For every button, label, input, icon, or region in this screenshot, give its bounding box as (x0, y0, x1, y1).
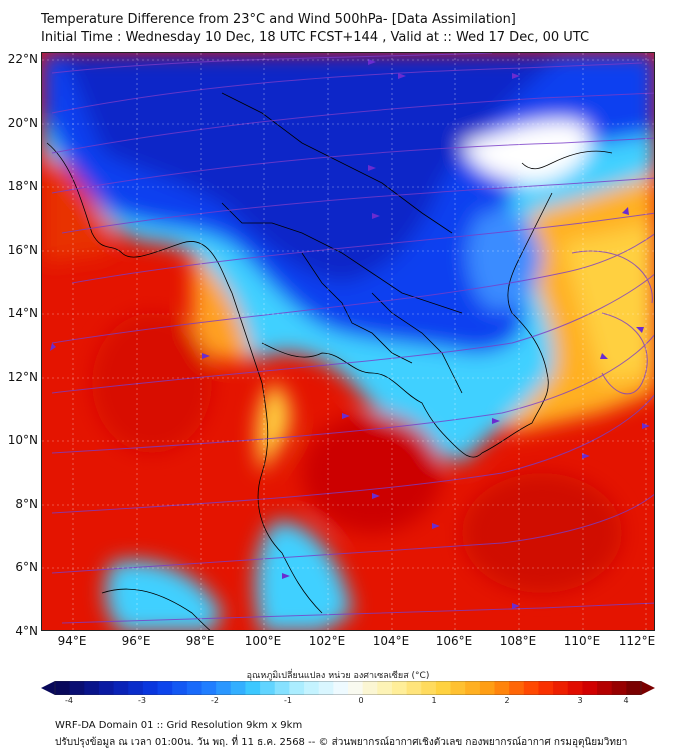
colorbar-segment (377, 681, 393, 695)
lon-label-102e: 102°E (308, 634, 346, 648)
colorbar-segment (567, 681, 583, 695)
footer-update-info: ปรับปรุงข้อมูล ณ เวลา 01:00น. วัน พฤ. ที… (55, 737, 628, 748)
colorbar-tick: 0 (358, 696, 364, 705)
colorbar-tick: -3 (138, 696, 146, 705)
colorbar-segment (597, 681, 613, 695)
colorbar-segment (348, 681, 364, 695)
colorbar-tick: 1 (431, 696, 437, 705)
colorbar-segment (553, 681, 569, 695)
colorbar-min-arrow (41, 681, 55, 695)
colorbar-segment (128, 681, 144, 695)
lat-label-10n: 10°N (7, 433, 38, 447)
colorbar-segment (435, 681, 452, 695)
colorbar-tick: -2 (211, 696, 219, 705)
colorbar-tick: 4 (623, 696, 629, 705)
footer-model-info: WRF-DA Domain 01 :: Grid Resolution 9km … (55, 720, 303, 731)
lat-label-6n: 6°N (15, 560, 38, 574)
colorbar-segment (465, 681, 481, 695)
colorbar-segment (201, 681, 217, 695)
lon-label-110e: 110°E (563, 634, 601, 648)
colorbar-label: อุณหภูมิเปลี่ยนแปลง หน่วย องศาเซลเซียส (… (246, 671, 430, 681)
lon-label-108e: 108°E (499, 634, 537, 648)
colorbar-tick: 2 (504, 696, 510, 705)
colorbar-segment (479, 681, 495, 695)
colorbar-segment (142, 681, 159, 695)
colorbar-segment (626, 681, 642, 695)
lat-label-12n: 12°N (7, 370, 38, 384)
colorbar-segment (362, 681, 378, 695)
colorbar-max-arrow (641, 681, 655, 695)
lat-label-4n: 4°N (15, 624, 38, 638)
lat-label-8n: 8°N (15, 497, 38, 511)
lon-label-106e: 106°E (435, 634, 473, 648)
lon-label-94e: 94°E (57, 634, 87, 648)
lat-label-20n: 20°N (7, 116, 38, 130)
colorbar-segment (84, 681, 100, 695)
colorbar-segment (582, 681, 598, 695)
colorbar (41, 681, 655, 695)
colorbar-segment (98, 681, 115, 695)
colorbar-tick: -4 (65, 696, 73, 705)
temperature-anomaly-field (42, 53, 654, 630)
colorbar-tick: 3 (577, 696, 583, 705)
lat-label-16n: 16°N (7, 243, 38, 257)
colorbar-segment (216, 681, 232, 695)
colorbar-segment (611, 681, 627, 695)
coastlines (46, 92, 613, 630)
lon-label-100e: 100°E (244, 634, 282, 648)
colorbar-segment (333, 681, 349, 695)
lat-label-18n: 18°N (7, 179, 38, 193)
graticule (42, 53, 654, 630)
colorbar-segment (509, 681, 525, 695)
lon-label-104e: 104°E (372, 634, 410, 648)
colorbar-segment (421, 681, 437, 695)
colorbar-segment (538, 681, 554, 695)
wind-streamlines (51, 53, 654, 624)
map-title: Temperature Difference from 23°C and Win… (41, 12, 516, 27)
lon-label-98e: 98°E (185, 634, 215, 648)
lon-label-112e: 112°E (618, 634, 656, 648)
colorbar-segment (289, 681, 305, 695)
colorbar-segment (494, 681, 510, 695)
colorbar-tick: -1 (284, 696, 292, 705)
colorbar-segment (157, 681, 173, 695)
colorbar-segment (172, 681, 188, 695)
colorbar-segment (113, 681, 129, 695)
colorbar-segment (406, 681, 422, 695)
colorbar-segment (55, 681, 71, 695)
colorbar-segment (304, 681, 320, 695)
colorbar-segment (523, 681, 539, 695)
colorbar-segment (274, 681, 290, 695)
colorbar-segment (186, 681, 202, 695)
lon-label-96e: 96°E (121, 634, 151, 648)
lat-label-22n: 22°N (7, 52, 38, 66)
colorbar-segment (69, 681, 85, 695)
colorbar-segment (391, 681, 408, 695)
map-panel (41, 52, 655, 631)
colorbar-segment (245, 681, 261, 695)
colorbar-segment (260, 681, 276, 695)
map-subtitle: Initial Time : Wednesday 10 Dec, 18 UTC … (41, 30, 590, 45)
lat-label-14n: 14°N (7, 306, 38, 320)
colorbar-segment (318, 681, 334, 695)
colorbar-segment (230, 681, 246, 695)
temperature-map (42, 53, 654, 630)
colorbar-segment (450, 681, 466, 695)
wind-arrows (50, 59, 650, 609)
